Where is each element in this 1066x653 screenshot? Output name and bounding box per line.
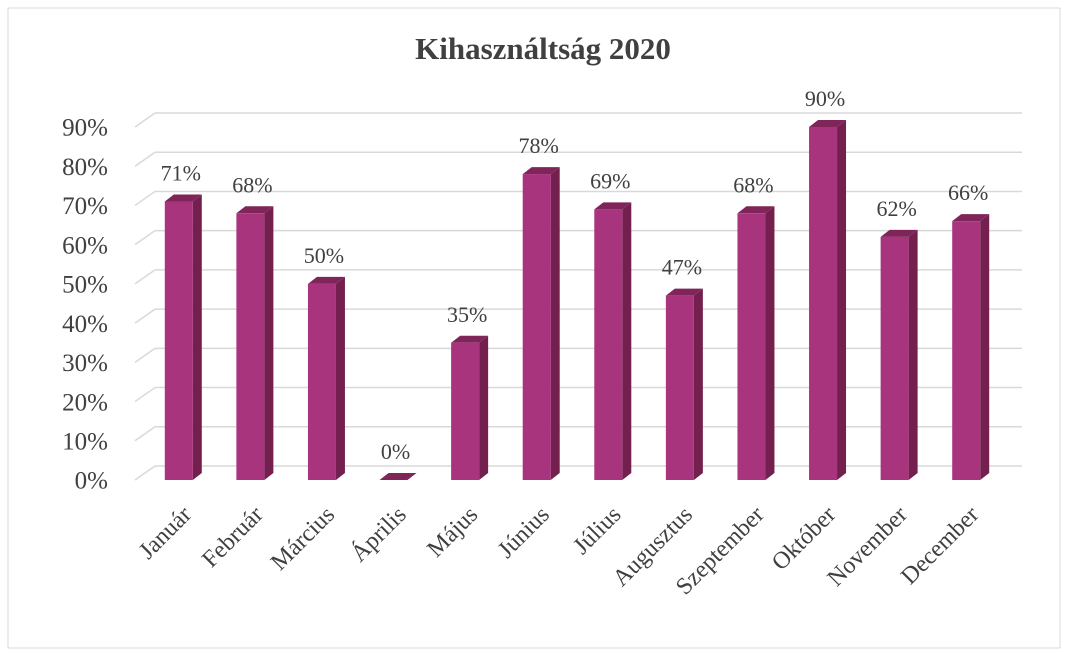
bar [164, 194, 202, 480]
y-tick-label: 20% [62, 389, 108, 416]
bar-top [451, 335, 489, 343]
value-label: 71% [161, 161, 201, 186]
bar-top [737, 206, 775, 214]
bar [737, 206, 775, 481]
bar-side [335, 276, 345, 480]
grid-floor-line [134, 308, 156, 324]
bar [809, 120, 847, 480]
bar-side [550, 167, 560, 481]
grid-floor-line [134, 151, 156, 167]
bar-top [164, 194, 202, 202]
y-tick-label: 60% [62, 232, 108, 259]
bar-front [522, 174, 551, 481]
bar-top [809, 120, 847, 127]
bar [952, 214, 990, 480]
grid-floor-line [134, 112, 156, 128]
grid-floor-line [134, 426, 156, 442]
value-label: 0% [381, 439, 410, 464]
y-tick-label: 0% [75, 468, 108, 495]
bar-front [164, 201, 193, 480]
value-label: 78% [519, 133, 559, 158]
bar-side [192, 194, 202, 480]
bar-top [880, 229, 918, 237]
grid-floor-line [134, 386, 156, 403]
bar-front [307, 283, 336, 480]
bar [665, 288, 703, 480]
y-tick-label: 40% [62, 311, 108, 338]
bar-top [379, 473, 417, 480]
bar-side [837, 120, 847, 480]
bar [307, 276, 345, 480]
bar-front [236, 213, 265, 481]
bar-front [451, 342, 480, 480]
bar-top [952, 214, 990, 222]
bar [880, 229, 918, 480]
chart-title: Kihasználtság 2020 [415, 31, 671, 66]
bar-side [908, 229, 918, 480]
y-tick-label: 30% [62, 350, 108, 377]
bar [379, 473, 417, 480]
value-label: 66% [948, 180, 988, 205]
grid-floor-line [134, 347, 156, 363]
bar [594, 202, 632, 480]
bar-side [765, 206, 775, 481]
value-label: 69% [590, 168, 630, 193]
y-tick-label: 10% [62, 429, 108, 456]
bar-side [264, 206, 274, 481]
value-label: 35% [447, 302, 487, 327]
bar-side [693, 288, 703, 480]
bar-side [479, 335, 489, 480]
value-label: 50% [304, 243, 344, 268]
bar [522, 167, 560, 481]
bar [451, 335, 489, 480]
y-tick-label: 70% [62, 193, 108, 220]
y-tick-label: 50% [62, 272, 108, 299]
bar-side [622, 202, 632, 480]
bar-front [665, 295, 694, 480]
value-label: 90% [805, 86, 845, 111]
bar-top [307, 276, 345, 284]
bar-front [809, 127, 838, 480]
value-label: 62% [876, 196, 916, 221]
bar [236, 206, 274, 481]
value-label: 47% [662, 255, 702, 280]
bar-top [522, 167, 560, 175]
bar-top [665, 288, 703, 296]
y-tick-label: 80% [62, 154, 108, 181]
bar-top [236, 206, 274, 214]
bar-top [594, 202, 632, 210]
bar-front [952, 221, 981, 480]
bar-front [880, 236, 909, 480]
bar-side [980, 214, 990, 480]
bar-front [594, 209, 623, 480]
y-tick-label: 90% [62, 115, 108, 142]
grid-floor-line [134, 269, 156, 285]
grid-floor-line [134, 230, 156, 246]
grid-floor-line [134, 190, 156, 207]
value-label: 68% [733, 172, 773, 197]
grid-floor-line [134, 465, 156, 481]
value-label: 68% [232, 172, 272, 197]
bar-front [737, 213, 766, 481]
